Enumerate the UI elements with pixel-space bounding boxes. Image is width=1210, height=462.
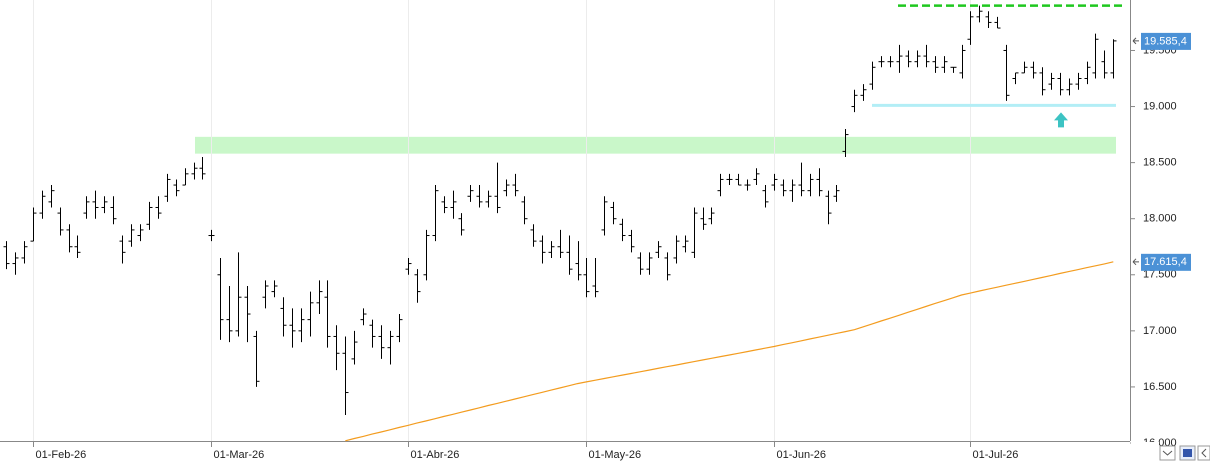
support-zone xyxy=(195,136,1116,154)
x-tick-label: 01-Mar-26 xyxy=(214,449,265,461)
y-tick-label: 18.000 xyxy=(1143,213,1177,225)
y-tick-label: 19.000 xyxy=(1143,100,1177,112)
x-tick-label: 01-May-26 xyxy=(589,449,642,461)
y-tick-label: 16.500 xyxy=(1143,381,1177,393)
toolbar-icon xyxy=(1183,449,1192,457)
y-axis-panel xyxy=(1131,0,1210,462)
x-tick-label: 01-Feb-26 xyxy=(36,449,87,461)
price-label: 17.615,4 xyxy=(1144,256,1187,268)
toolbar-button[interactable] xyxy=(1197,445,1210,461)
arrow xyxy=(1054,112,1068,128)
x-tick-label: 01-Jul-26 xyxy=(973,449,1019,461)
price-pointer xyxy=(1132,258,1139,266)
y-tick-label: 17.000 xyxy=(1143,325,1177,337)
moving-average-line xyxy=(345,261,1114,442)
x-axis-panel-cover xyxy=(1131,442,1159,462)
price-label: 19.585,4 xyxy=(1144,35,1187,47)
x-tick-label: 01-Jun-26 xyxy=(777,449,827,461)
y-tick-label: 18.500 xyxy=(1143,157,1177,169)
toolbar-icon xyxy=(1162,450,1173,456)
price-label-box xyxy=(1141,32,1191,50)
x-tick-label: 01-Abr-26 xyxy=(411,449,460,461)
price-label-box xyxy=(1141,253,1191,271)
toolbar xyxy=(1159,445,1210,461)
y-tick-label: 17.500 xyxy=(1143,269,1177,281)
toolbar-icon xyxy=(1201,448,1207,458)
toolbar-button[interactable] xyxy=(1159,445,1176,461)
price-pointer xyxy=(1132,37,1139,45)
